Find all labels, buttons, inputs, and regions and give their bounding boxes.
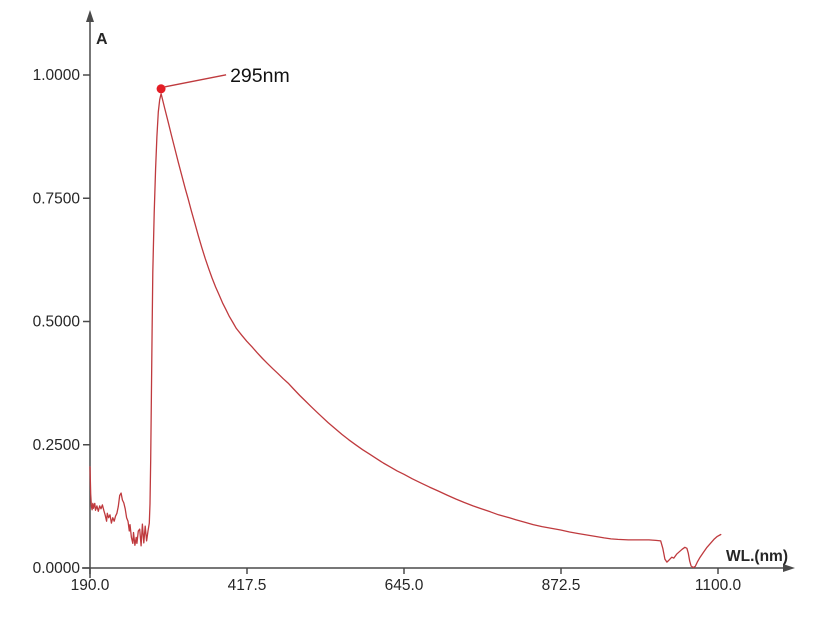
y-tick-label: 0.2500 [33, 437, 81, 454]
peak-annotation-label: 295nm [230, 65, 290, 87]
x-tick-label: 190.0 [71, 577, 110, 594]
y-axis-arrow [86, 10, 94, 22]
x-tick-label: 417.5 [228, 577, 267, 594]
y-tick-label: 0.5000 [33, 314, 81, 331]
y-tick-label: 0.7500 [33, 190, 81, 207]
spectrum-curve [89, 93, 722, 569]
y-axis-label: A [96, 31, 108, 48]
x-tick-label: 645.0 [385, 577, 424, 594]
x-axis-label: WL.(nm) [726, 548, 788, 565]
y-tick-label: 1.0000 [33, 67, 81, 84]
peak-marker [156, 84, 166, 94]
x-axis-arrow [783, 564, 795, 572]
peak-annotation-line [164, 74, 227, 88]
x-tick-label: 1100.0 [695, 577, 742, 594]
y-tick-label: 0.0000 [33, 560, 81, 577]
x-tick-label: 872.5 [542, 577, 581, 594]
